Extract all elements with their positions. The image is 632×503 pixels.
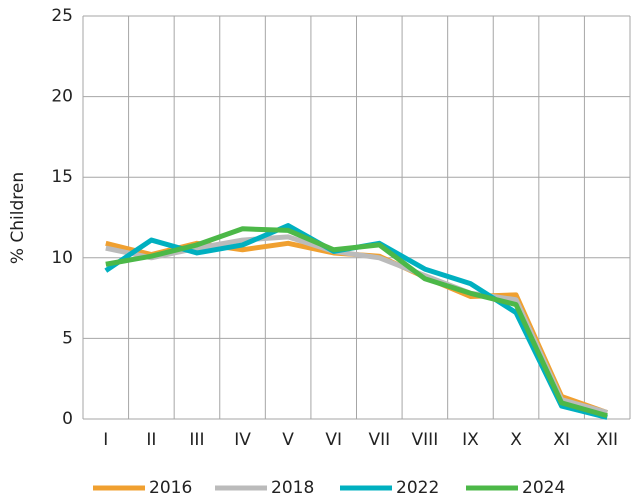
y-tick-label: 5: [62, 328, 73, 348]
legend-label: 2016: [149, 478, 192, 498]
x-tick-label: IX: [462, 430, 479, 450]
y-tick-label: 10: [51, 248, 73, 268]
y-tick-label: 0: [62, 409, 73, 429]
x-tick-label: IV: [234, 430, 251, 450]
legend-label: 2018: [271, 478, 314, 498]
x-tick-label: VI: [325, 430, 342, 450]
legend-label: 2024: [522, 478, 565, 498]
x-tick-label: II: [146, 430, 156, 450]
x-tick-label: VII: [368, 430, 390, 450]
x-tick-label: V: [282, 430, 294, 450]
y-axis-label: % Children: [8, 172, 28, 264]
y-tick-label: 25: [51, 6, 73, 26]
y-tick-label: 20: [51, 87, 73, 107]
legend-label: 2022: [396, 478, 439, 498]
x-tick-label: I: [103, 430, 108, 450]
y-tick-label: 15: [51, 167, 73, 187]
x-tick-label: X: [510, 430, 522, 450]
x-tick-label: VIII: [412, 430, 439, 450]
x-tick-label: XII: [596, 430, 618, 450]
series-line: [105, 226, 608, 419]
x-tick-label: III: [189, 430, 204, 450]
x-tick-label: XI: [553, 430, 570, 450]
